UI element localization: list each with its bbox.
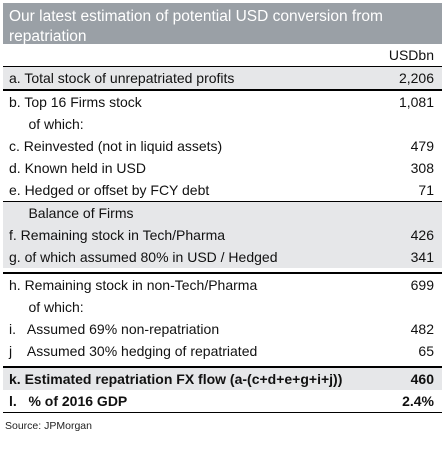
divider <box>3 272 442 274</box>
divider <box>3 201 442 202</box>
row-value: 460 <box>410 371 434 387</box>
table-row-i: i. Assumed 69% non-repatriation 482 <box>3 318 442 340</box>
row-label: b. Top 16 Firms stock <box>9 94 142 110</box>
row-label: of which: <box>9 299 84 315</box>
row-value: 71 <box>418 182 434 198</box>
row-label: a. Total stock of unrepatriated profits <box>9 70 235 86</box>
source-note: Source: JPMorgan <box>5 420 92 432</box>
table-row-c: c. Reinvested (not in liquid assets) 479 <box>3 135 442 157</box>
table-row-a: a. Total stock of unrepatriated profits … <box>3 67 442 89</box>
table-row-h: h. Remaining stock in non-Tech/Pharma 69… <box>3 274 442 296</box>
divider <box>3 412 442 413</box>
table-row-b: b. Top 16 Firms stock 1,081 <box>3 91 442 113</box>
table-row-balance: Balance of Firms <box>3 202 442 224</box>
table-row-g: g. of which assumed 80% in USD / Hedged … <box>3 246 442 268</box>
row-value: 699 <box>410 277 434 293</box>
table-row-l: l. % of 2016 GDP 2.4% <box>3 390 442 412</box>
divider <box>3 66 442 67</box>
row-value: 1,081 <box>398 94 434 110</box>
row-label: d. Known held in USD <box>9 160 146 176</box>
row-label: g. of which assumed 80% in USD / Hedged <box>9 249 278 265</box>
row-label: h. Remaining stock in non-Tech/Pharma <box>9 277 258 293</box>
divider <box>3 366 442 368</box>
table-title: Our latest estimation of potential USD c… <box>3 3 442 45</box>
unit-label: USDbn <box>388 47 434 63</box>
table-row-k: k. Estimated repatriation FX flow (a-(c+… <box>3 368 442 390</box>
balance-section: Balance of Firms f. Remaining stock in T… <box>3 202 442 268</box>
table-row-b-sub: of which: <box>3 113 442 135</box>
row-value: 308 <box>410 160 434 176</box>
row-value: 426 <box>410 227 434 243</box>
table-row-d: d. Known held in USD 308 <box>3 157 442 179</box>
row-label: k. Estimated repatriation FX flow (a-(c+… <box>9 371 343 387</box>
row-value: 482 <box>410 321 434 337</box>
table-row-f: f. Remaining stock in Tech/Pharma 426 <box>3 224 442 246</box>
table-row-e: e. Hedged or offset by FCY debt 71 <box>3 179 442 201</box>
row-label: j Assumed 30% hedging of repatriated <box>9 343 258 359</box>
row-value: 479 <box>410 138 434 154</box>
repatriation-table: Our latest estimation of potential USD c… <box>3 3 442 433</box>
row-value: 2.4% <box>402 393 434 409</box>
row-label: Balance of Firms <box>9 205 134 221</box>
row-label: f. Remaining stock in Tech/Pharma <box>9 227 226 243</box>
unit-row: USDbn <box>3 44 442 66</box>
row-label: i. Assumed 69% non-repatriation <box>9 321 220 337</box>
row-label: e. Hedged or offset by FCY debt <box>9 182 210 198</box>
row-value: 2,206 <box>398 70 434 86</box>
row-label: of which: <box>9 116 84 132</box>
divider <box>3 89 442 91</box>
row-value: 65 <box>418 343 434 359</box>
table-row-j: j Assumed 30% hedging of repatriated 65 <box>3 340 442 362</box>
row-label: l. % of 2016 GDP <box>9 393 128 409</box>
table-row-h-sub: of which: <box>3 296 442 318</box>
row-label: c. Reinvested (not in liquid assets) <box>9 138 223 154</box>
row-value: 341 <box>410 249 434 265</box>
